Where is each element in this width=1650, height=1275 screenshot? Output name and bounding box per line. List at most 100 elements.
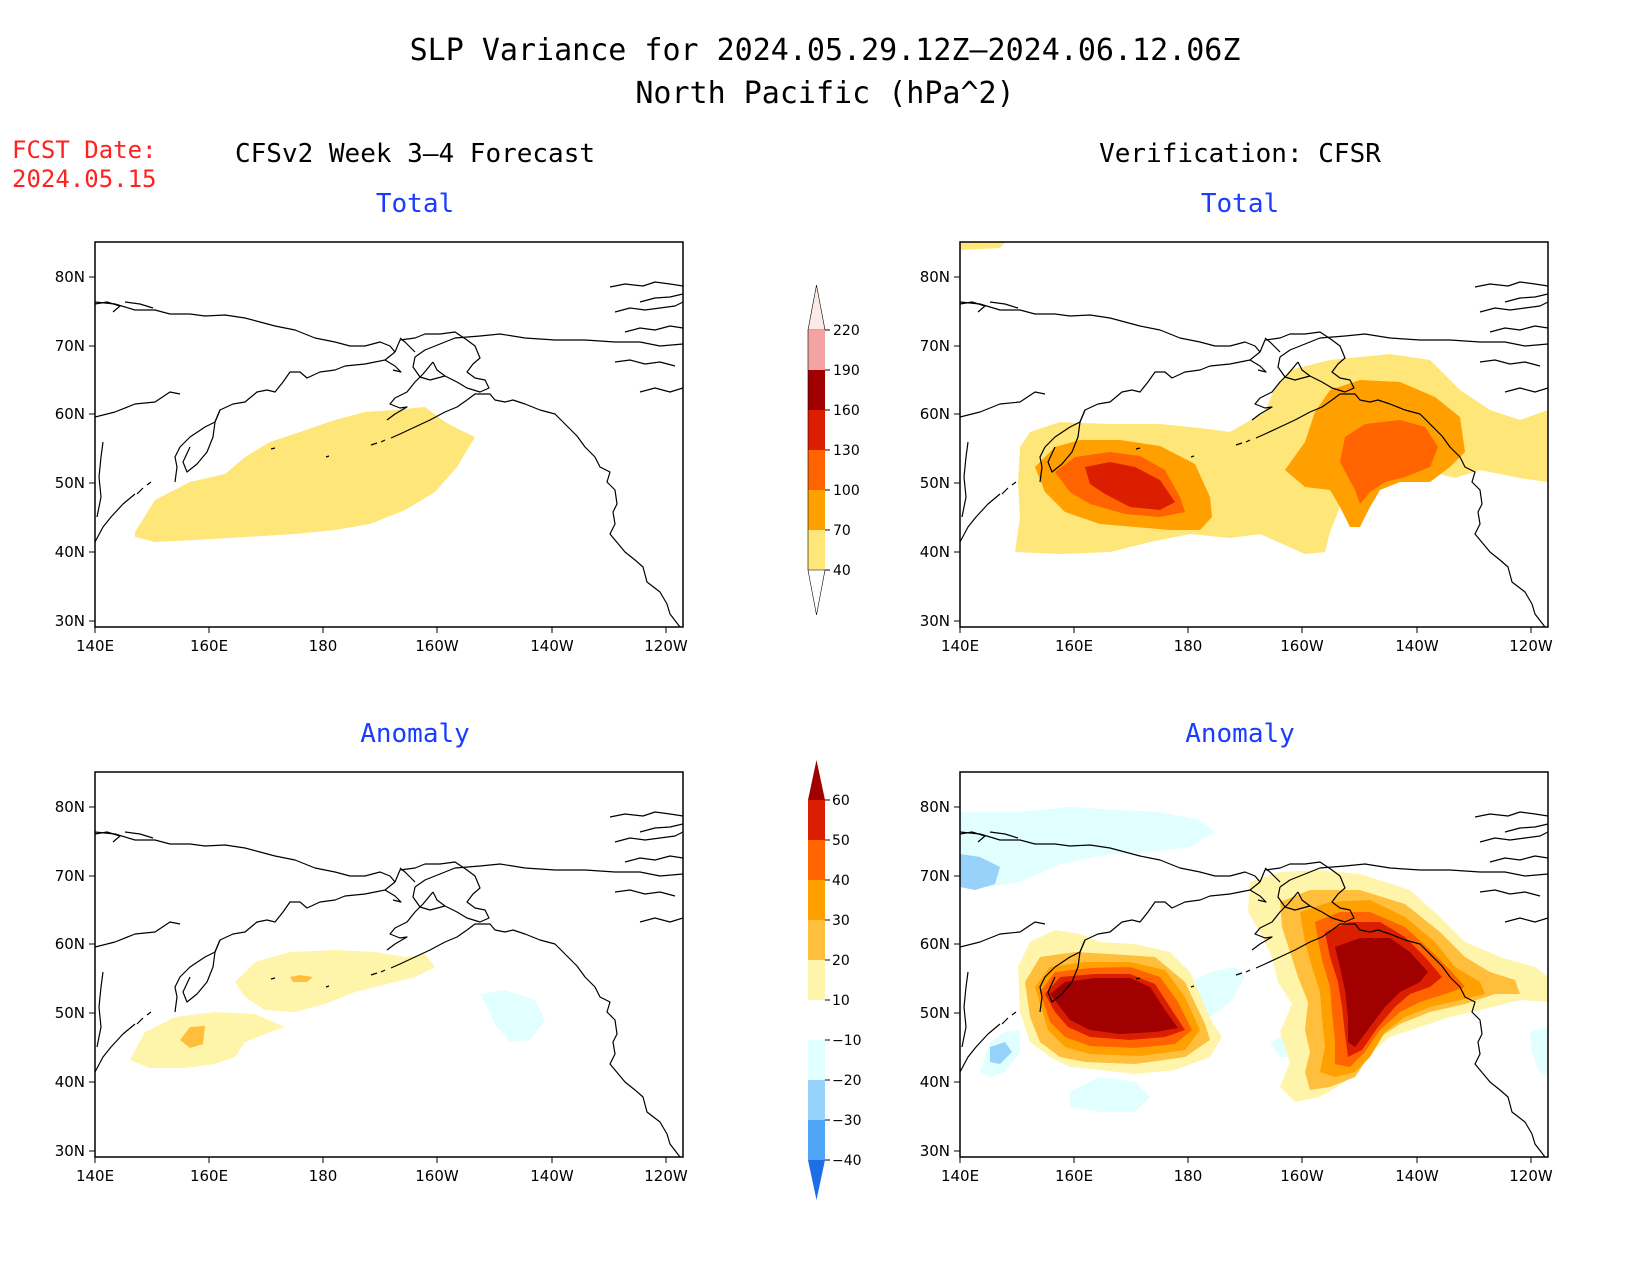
colorbar-label: 130 [833, 443, 860, 459]
colorbar-swatch [808, 490, 825, 530]
lat-label: 40N [55, 543, 85, 561]
lon-label: 160W [1280, 637, 1324, 655]
lat-label: 40N [920, 1073, 950, 1091]
lon-label: 160W [415, 1167, 459, 1185]
colorbar-label: −10 [832, 1033, 862, 1049]
map-panel-bottom-right: 80N 70N 60N 50N 40N 30N 140E 160E 180 160W 140W 120… [920, 771, 1553, 1185]
lat-label: 80N [920, 798, 950, 816]
lon-label: 180 [1174, 1167, 1203, 1185]
colorbar-swatch [808, 450, 825, 490]
lon-label: 120W [1509, 637, 1553, 655]
lon-label: 160E [190, 1167, 228, 1185]
map-panel-top-left: 80N 70N 60N 50N 40N 30N 140E 160E 180 160W 140W 120… [55, 241, 688, 655]
lon-label: 140W [530, 637, 574, 655]
lat-label: 70N [920, 337, 950, 355]
lat-label: 50N [920, 474, 950, 492]
lat-label: 30N [55, 612, 85, 630]
lat-label: 60N [55, 935, 85, 953]
colorbar-swatch [808, 1040, 825, 1080]
colorbar-label: 70 [833, 523, 851, 539]
colorbar-label: 60 [832, 793, 850, 809]
figure-title: SLP Variance for 2024.05.29.12Z–2024.06.… [410, 33, 1241, 68]
colorbar-bottom-arrow [808, 1160, 825, 1200]
map-field [960, 242, 1548, 627]
lon-label: 120W [1509, 1167, 1553, 1185]
lat-label: 70N [920, 867, 950, 885]
lon-label: 180 [309, 637, 338, 655]
panel-subtitle-bottom-left: Anomaly [360, 719, 470, 749]
lat-label: 40N [55, 1073, 85, 1091]
colorbar-swatch [808, 800, 825, 840]
lat-label: 50N [55, 474, 85, 492]
lon-label: 120W [644, 637, 688, 655]
colorbar-label: 220 [833, 323, 860, 339]
right-column-title: Verification: CFSR [1099, 139, 1381, 169]
lat-label: 30N [55, 1142, 85, 1160]
lon-label: 140W [1395, 1167, 1439, 1185]
colorbar-label: 190 [833, 363, 860, 379]
colorbar-swatch [808, 330, 825, 370]
lon-label: 160E [1055, 637, 1093, 655]
panel-subtitle-top-left: Total [376, 189, 454, 219]
map-frame [94, 771, 684, 1158]
lon-label: 140E [76, 1167, 114, 1185]
lat-label: 60N [920, 935, 950, 953]
colorbar-label: 40 [832, 873, 850, 889]
fcst-date-label: FCST Date: [12, 136, 157, 164]
panel-subtitle-bottom-right: Anomaly [1185, 719, 1295, 749]
lon-label: 160W [415, 637, 459, 655]
map-panel-top-right: 80N 70N 60N 50N 40N 30N 140E 160E 180 160W 140W 120… [920, 241, 1553, 655]
colorbar-top-arrow [808, 760, 825, 800]
fcst-date-value: 2024.05.15 [12, 165, 157, 193]
lat-label: 60N [920, 405, 950, 423]
colorbar-label: −40 [832, 1153, 862, 1169]
lon-label: 160E [190, 637, 228, 655]
colorbar-swatch [808, 840, 825, 880]
colorbar-swatch [808, 920, 825, 960]
lat-label: 80N [55, 798, 85, 816]
lat-label: 80N [920, 268, 950, 286]
colorbar-swatch [808, 880, 825, 920]
lon-label: 140W [530, 1167, 574, 1185]
colorbar-label: 10 [832, 993, 850, 1009]
colorbar-swatch [808, 1000, 825, 1040]
colorbar-label: 20 [832, 953, 850, 969]
colorbar-label: −20 [832, 1073, 862, 1089]
colorbar-label: 30 [832, 913, 850, 929]
figure-subtitle: North Pacific (hPa^2) [635, 76, 1014, 111]
left-column-title: CFSv2 Week 3–4 Forecast [235, 139, 595, 169]
lat-label: 70N [55, 867, 85, 885]
colorbar-bottom-arrow [807, 569, 826, 616]
map-field [95, 811, 683, 1157]
map-frame [959, 241, 1549, 628]
colorbar-swatch [808, 530, 825, 570]
lon-label: 140E [941, 1167, 979, 1185]
colorbar-anomaly: 60 50 40 30 20 10 −10 −20 −30 −40 [808, 760, 862, 1200]
lon-label: 160E [1055, 1167, 1093, 1185]
map-field [95, 281, 683, 627]
lon-label: 120W [644, 1167, 688, 1185]
lat-label: 80N [55, 268, 85, 286]
colorbar-swatch [808, 410, 825, 450]
colorbar-top-arrow [807, 284, 826, 331]
lon-label: 140E [941, 637, 979, 655]
panel-subtitle-top-right: Total [1201, 189, 1279, 219]
lat-label: 40N [920, 543, 950, 561]
colorbar-label: −30 [832, 1113, 862, 1129]
colorbar-swatch [808, 1120, 825, 1160]
colorbar-label: 50 [832, 833, 850, 849]
map-panel-bottom-left: 80N 70N 60N 50N 40N 30N 140E 160E 180 160W 140W 120… [55, 771, 688, 1185]
coastline [95, 811, 683, 1157]
colorbar-label: 100 [833, 483, 860, 499]
map-frame [94, 241, 684, 628]
lat-label: 70N [55, 337, 85, 355]
lat-label: 30N [920, 1142, 950, 1160]
lat-label: 50N [920, 1004, 950, 1022]
lon-label: 140W [1395, 637, 1439, 655]
lon-label: 180 [1174, 637, 1203, 655]
lon-label: 180 [309, 1167, 338, 1185]
lat-label: 50N [55, 1004, 85, 1022]
lon-label: 140E [76, 637, 114, 655]
lat-label: 60N [55, 405, 85, 423]
